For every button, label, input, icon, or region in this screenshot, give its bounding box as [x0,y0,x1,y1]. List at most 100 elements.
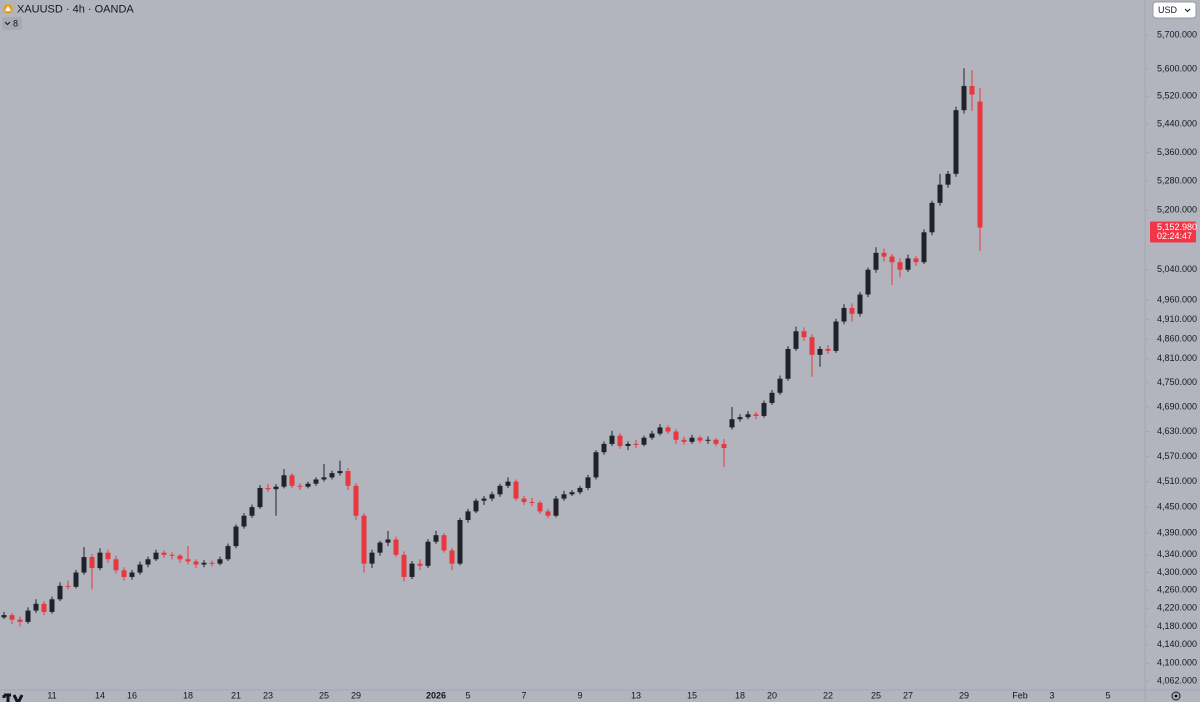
candle-body [937,184,943,203]
gear-center [1174,694,1178,698]
gear-icon [1171,691,1181,701]
x-tick-label: 21 [231,690,241,700]
y-tick-label: 5,600.000 [1157,63,1197,73]
last-price-tag [1150,221,1196,243]
x-tick-label: 16 [127,690,137,700]
currency-button[interactable]: USD [1152,1,1197,19]
y-tick-label: 5,360.000 [1157,147,1197,157]
y-tick-label: 4,140.000 [1157,639,1197,649]
candle-body [585,477,591,488]
candle-body [1,615,7,618]
symbol-title: XAUUSD · 4h · OANDA [17,3,134,15]
candle-body [793,331,799,349]
logo-t [2,693,11,702]
candles [1,68,983,627]
candle-body [513,481,519,499]
x-tick-label: 9 [577,690,582,700]
candle-body [865,269,871,295]
candle-body [953,110,959,174]
candle-body [753,414,759,416]
x-tick-label: 5 [465,690,470,700]
x-tick-label: 27 [903,690,913,700]
candle-body [961,85,967,111]
candle-body [657,427,663,434]
y-tick-label: 4,810.000 [1157,353,1197,363]
candle-body [73,572,79,587]
candle-body [473,500,479,512]
candle-body [881,252,887,257]
candle-body [609,435,615,444]
candle-body [521,498,527,502]
candle-body [681,439,687,442]
candle-body [729,419,735,428]
y-tick-label: 4,390.000 [1157,527,1197,537]
candle-body [273,486,279,490]
candle-body [369,552,375,564]
candle-body [41,603,47,612]
y-tick-label: 5,520.000 [1157,91,1197,101]
candle-body [801,331,807,338]
chevron [1184,8,1191,13]
logo-v [12,694,24,702]
indicator-toggle[interactable]: 8 [2,17,22,30]
candle-body [969,85,975,95]
y-tick-label: 4,100.000 [1157,658,1197,668]
candle-body [617,435,623,446]
candle-body [761,402,767,416]
y-tick-label: 4,062.000 [1157,675,1197,685]
x-tick-label: 5 [1105,690,1110,700]
candle-body [641,437,647,445]
candle-body [137,564,143,573]
tradingview-logo[interactable] [2,693,24,702]
symbol-header[interactable]: XAUUSD · 4h · OANDA [3,3,134,15]
candle-body [769,392,775,403]
currency-button-bg [1152,1,1197,19]
candle-body [721,443,727,449]
indicator-toggle-bg [2,17,22,30]
y-tick-label: 4,570.000 [1157,451,1197,461]
candle-body [593,452,599,478]
candle-body [313,479,319,484]
candle-body [841,307,847,322]
indicator-count: 8 [13,18,18,28]
y-tick-label: 4,450.000 [1157,502,1197,512]
candle-body [649,433,655,438]
x-tick-label: 25 [871,690,881,700]
candle-body [505,481,511,486]
candle-body [897,262,903,270]
y-tick-label: 4,340.000 [1157,549,1197,559]
candle-body [913,258,919,263]
candle-body [569,492,575,495]
candle-body [385,539,391,543]
candle-body [409,563,415,577]
candle-body [121,570,127,577]
x-tick-label: 23 [263,690,273,700]
candle-body [17,619,23,622]
candle-body [633,443,639,445]
x-tick-label: 25 [319,690,329,700]
x-tick-label: 18 [735,690,745,700]
candle-body [177,555,183,560]
y-tick-label: 4,860.000 [1157,333,1197,343]
candle-body [537,502,543,512]
candle-body [81,557,87,573]
candle-body [217,559,223,564]
candle-body [713,439,719,444]
candle-body [65,585,71,587]
candle-body [625,443,631,446]
last-price-label: 5,152.980 [1157,222,1197,232]
candle-body [577,487,583,493]
y-tick-label: 4,960.000 [1157,295,1197,305]
candle-body [193,561,199,565]
candle-body [201,562,207,565]
candle-body [337,471,343,474]
candle-body [233,526,239,547]
candle-body [465,511,471,521]
y-tick-label: 5,040.000 [1157,264,1197,274]
y-tick-label: 4,910.000 [1157,314,1197,324]
x-tick-label: 13 [631,690,641,700]
countdown-label: 02:24:47 [1157,231,1192,241]
settings-button[interactable] [1171,691,1181,701]
x-tick-label: 3 [1049,690,1054,700]
